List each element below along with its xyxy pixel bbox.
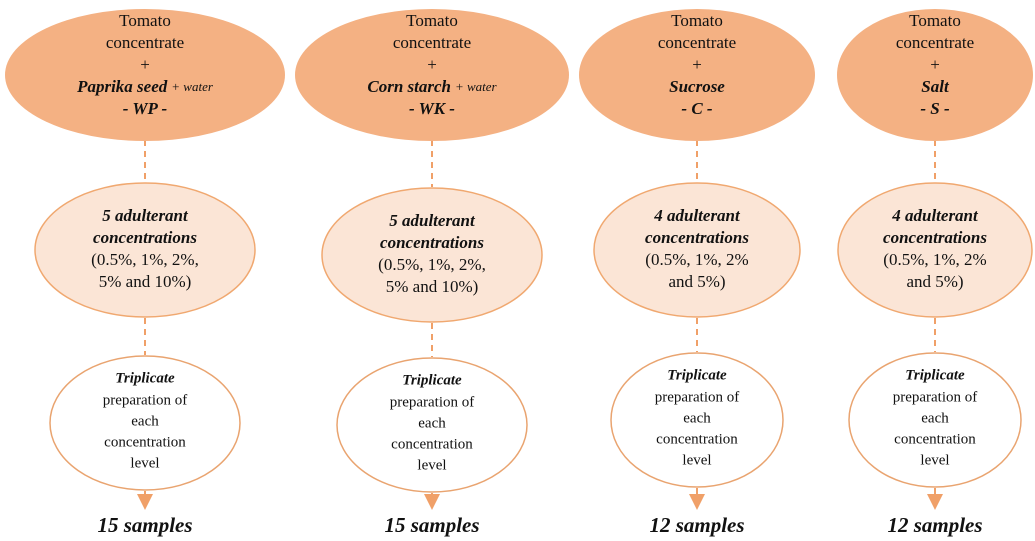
code: - WK - xyxy=(409,99,455,118)
label: + xyxy=(427,55,437,74)
adulterant-name: Paprika seed xyxy=(76,77,168,96)
label: concentrations xyxy=(93,228,197,247)
label: concentration xyxy=(391,436,473,452)
label: (0.5%, 1%, 2%, xyxy=(378,255,486,274)
label: concentrations xyxy=(645,228,749,247)
adulterant-extra: + water xyxy=(171,79,214,94)
label: concentrate xyxy=(658,33,736,52)
label: 4 adulterant xyxy=(891,206,979,225)
concentration-ellipse xyxy=(593,182,801,318)
label: each xyxy=(921,410,949,426)
label: Tomato xyxy=(406,11,458,30)
concentration-ellipse xyxy=(34,182,256,318)
label: 4 adulterant xyxy=(653,206,741,225)
adulterant-extra: + water xyxy=(455,79,498,94)
label: 5 adulterant xyxy=(389,211,476,230)
concentration-ellipse xyxy=(321,187,543,323)
label: (0.5%, 1%, 2%, xyxy=(91,250,199,269)
label: each xyxy=(683,410,711,426)
replicate-ellipse xyxy=(848,352,1022,488)
adulterant-name: Sucrose xyxy=(669,77,725,96)
replicate-ellipse xyxy=(610,352,784,488)
adulterant: Salt xyxy=(921,77,950,96)
sample-ellipse xyxy=(5,9,285,141)
label: concentration xyxy=(894,431,976,447)
result: 12 samples xyxy=(649,513,744,537)
label: Tomato xyxy=(909,11,961,30)
label: level xyxy=(417,457,446,473)
label: + xyxy=(930,55,940,74)
label: preparation of xyxy=(893,389,978,405)
label: concentrations xyxy=(883,228,987,247)
label: each xyxy=(131,413,159,429)
label: and 5%) xyxy=(906,272,963,291)
label: preparation of xyxy=(103,392,188,408)
label: + xyxy=(692,55,702,74)
sample-ellipse xyxy=(295,9,569,141)
adulterant-name: Salt xyxy=(921,77,950,96)
sample-ellipse xyxy=(837,9,1033,141)
result: 15 samples xyxy=(97,513,192,537)
concentration-ellipse xyxy=(837,182,1033,318)
result: 15 samples xyxy=(384,513,479,537)
adulterant-name: Corn starch xyxy=(367,77,451,96)
label: Tomato xyxy=(119,11,171,30)
label: Triplicate xyxy=(905,367,965,383)
replicate-ellipse xyxy=(336,357,528,493)
label: level xyxy=(920,452,949,468)
label: concentrate xyxy=(896,33,974,52)
adulterant: Corn starch + water xyxy=(367,77,497,96)
label: Triplicate xyxy=(667,367,727,383)
adulterant: Paprika seed + water xyxy=(76,77,214,96)
label: Tomato xyxy=(671,11,723,30)
code: - WP - xyxy=(123,99,168,118)
label: (0.5%, 1%, 2% xyxy=(883,250,986,269)
label: and 5%) xyxy=(668,272,725,291)
replicate-ellipse xyxy=(49,355,241,491)
label: 5% and 10%) xyxy=(386,277,479,296)
label: Triplicate xyxy=(402,372,462,388)
label: 5 adulterant xyxy=(102,206,189,225)
label: + xyxy=(140,55,150,74)
label: preparation of xyxy=(655,389,740,405)
code: - S - xyxy=(920,99,950,118)
label: concentration xyxy=(656,431,738,447)
label: Triplicate xyxy=(115,370,175,386)
adulterant: Sucrose xyxy=(669,77,725,96)
code: - C - xyxy=(681,99,713,118)
label: concentrate xyxy=(106,33,184,52)
label: 5% and 10%) xyxy=(99,272,192,291)
label: each xyxy=(418,415,446,431)
label: level xyxy=(130,455,159,471)
label: level xyxy=(682,452,711,468)
label: (0.5%, 1%, 2% xyxy=(645,250,748,269)
result: 12 samples xyxy=(887,513,982,537)
label: concentrate xyxy=(393,33,471,52)
label: concentration xyxy=(104,434,186,450)
label: concentrations xyxy=(380,233,484,252)
sample-ellipse xyxy=(579,9,815,141)
label: preparation of xyxy=(390,394,475,410)
